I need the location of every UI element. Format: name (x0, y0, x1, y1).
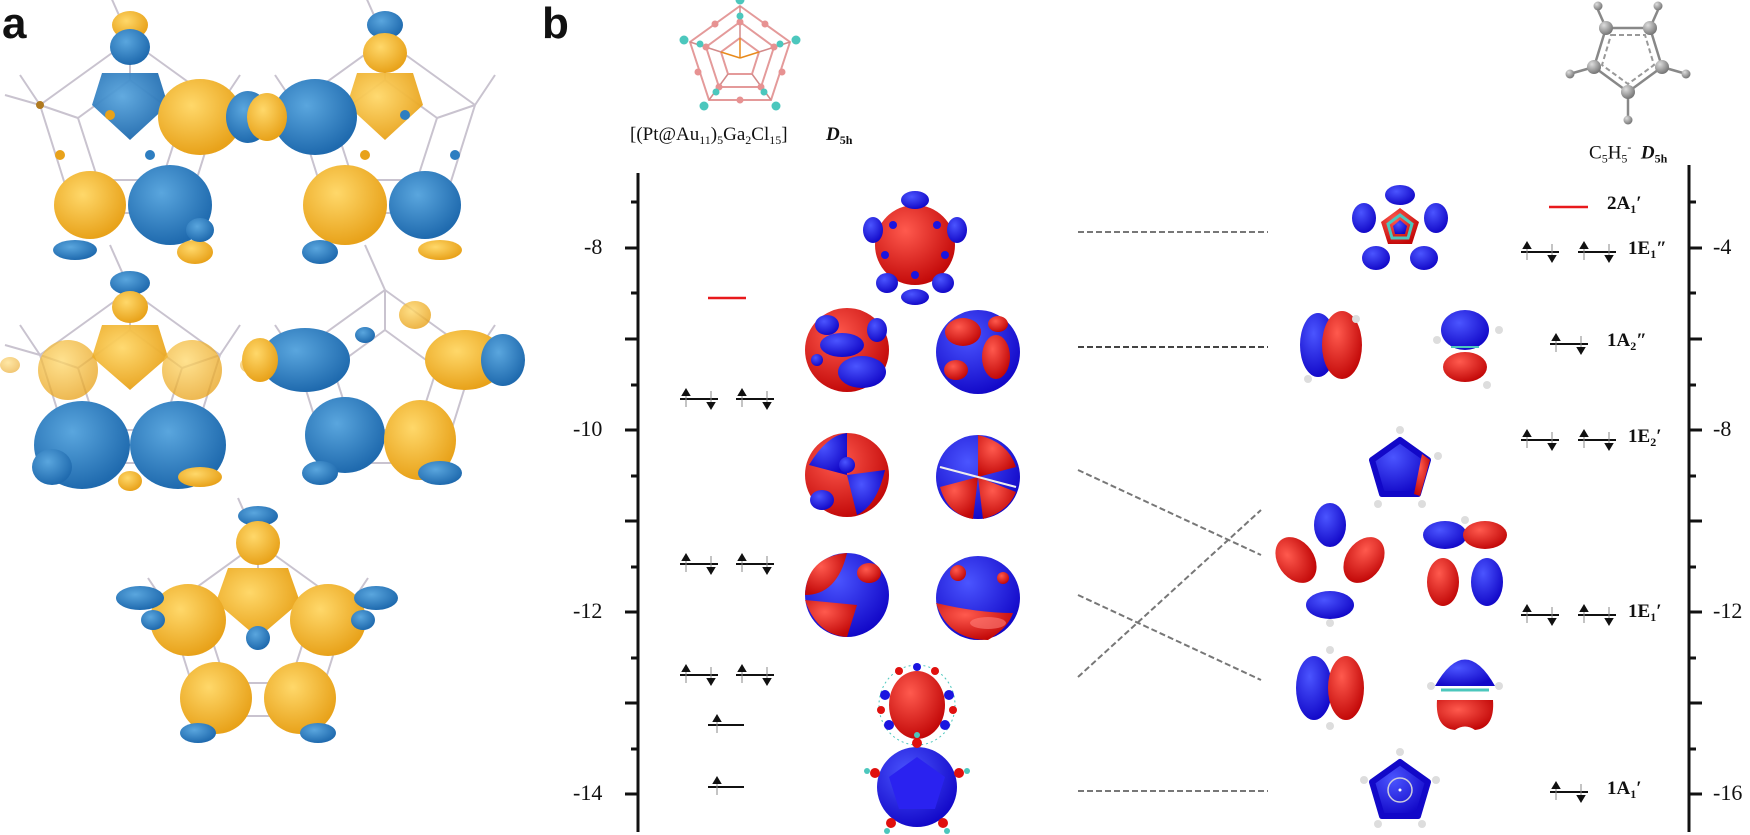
left-energy-axis (625, 173, 640, 832)
cp-orbital-1a2-a (1300, 311, 1362, 383)
cp-orbital-1a1 (1360, 748, 1440, 828)
cp-orbital-1e1-c (1296, 646, 1364, 730)
left-axis-tick: -10 (573, 416, 603, 441)
panel-a-structures (0, 0, 525, 743)
cluster-orbital-c (805, 433, 889, 517)
cp-orbital-2a1 (1352, 185, 1448, 270)
left-axis-tick: -12 (573, 598, 603, 623)
cluster-orbital-homo-plus (863, 191, 967, 305)
cyclopentadienyl-structure-icon (1565, 1, 1691, 125)
cluster-orbital-b (936, 310, 1020, 394)
right-axis-tick: -4 (1713, 234, 1732, 259)
left-axis-tick: -8 (584, 234, 603, 259)
cluster-orbital-f (936, 556, 1020, 640)
right-axis-tick: -8 (1713, 416, 1732, 441)
right-axis-tick: -12 (1713, 598, 1743, 623)
cp-orbital-1e2 (1369, 426, 1442, 508)
level-label-1e2p: 1E2′ (1628, 426, 1662, 449)
right-axis-tick: -16 (1713, 780, 1743, 805)
cp-orbital-1e1-b (1423, 516, 1507, 606)
level-label-1e1pp: 1E1″ (1628, 238, 1667, 261)
cp-formula-caption: C5H5- D5h (1589, 140, 1668, 166)
cp-orbital-1a2-b (1433, 310, 1503, 389)
right-energy-levels (1521, 205, 1616, 803)
cluster-orbital-e (805, 553, 889, 637)
orbital-structure-a1 (4, 0, 270, 264)
panel-b-label: b (542, 0, 569, 48)
cluster-formula-caption: [(Pt@Au11)5Ga2Cl15] (630, 124, 788, 147)
orbital-structure-a5 (116, 497, 398, 743)
level-label-2a1: 2A1′ (1607, 193, 1642, 216)
right-energy-axis (1687, 165, 1702, 832)
orbital-structure-a4 (242, 244, 525, 485)
level-label-1e1p: 1E1′ (1628, 601, 1662, 624)
left-energy-levels (680, 296, 774, 795)
level-label-1a2pp: 1A2″ (1607, 330, 1647, 353)
cluster-orbital-a (805, 308, 889, 392)
cluster-structure-icon (679, 0, 801, 111)
cluster-orbital-d (936, 435, 1020, 519)
orbital-structure-a2 (247, 0, 496, 264)
cp-orbital-1e1-a (1275, 503, 1385, 627)
cluster-orbital-g (877, 663, 957, 747)
cluster-symmetry-label: D5h (826, 124, 853, 147)
cluster-orbital-plots (805, 191, 1020, 834)
cp-orbital-plots (1275, 185, 1507, 828)
panel-a-label: a (2, 0, 27, 48)
correlation-lines (1077, 231, 1268, 792)
cp-orbital-1e1-d (1427, 659, 1503, 730)
left-axis-tick: -14 (573, 780, 603, 805)
cluster-orbital-h (864, 732, 970, 834)
orbital-structure-a3 (0, 244, 260, 491)
level-label-1a1p: 1A1′ (1607, 778, 1642, 801)
